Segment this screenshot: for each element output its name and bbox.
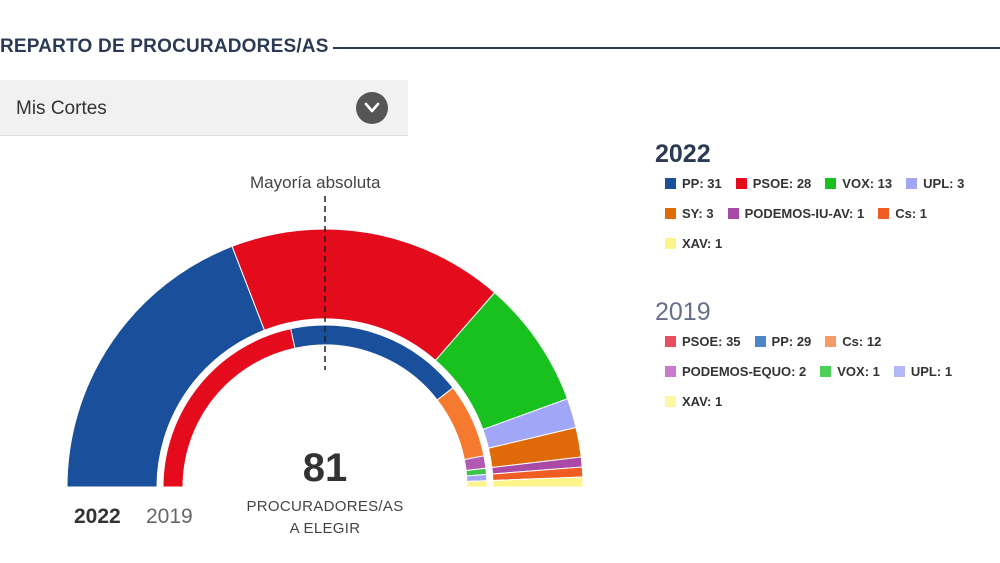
legend-item: Cs: 1 [878, 206, 927, 221]
legend-row: XAV: 1 [665, 394, 722, 409]
seat-segment-2019-xav [466, 480, 488, 488]
legend-label: PODEMOS-EQUO: 2 [682, 364, 807, 379]
majority-label: Mayoría absoluta [250, 173, 381, 192]
total-seats: 81 [302, 446, 348, 490]
legend-label: UPL: 1 [910, 364, 953, 379]
seat-segment-2022-pp [66, 245, 266, 488]
legend-item: UPL: 1 [893, 364, 953, 379]
tab-2022[interactable]: 2022 [74, 505, 121, 528]
legend-label: PSOE: 28 [752, 176, 812, 191]
ring-2022 [66, 228, 584, 488]
legend-row: PODEMOS-EQUO: 2 VOX: 1 UPL: 1 [665, 364, 952, 379]
title-divider [333, 47, 1000, 49]
legend-label: SY: 3 [682, 206, 714, 221]
legend-swatch [665, 366, 676, 377]
legend-year-2019: 2019 [655, 298, 711, 326]
total-label-line1: PROCURADORES/AS [246, 498, 404, 515]
legend-item: PODEMOS-IU-AV: 1 [727, 206, 865, 221]
chamber-selector[interactable]: Mis Cortes [0, 80, 408, 136]
total-seats-label: PROCURADORES/AS A ELEGIR [230, 496, 420, 540]
legend-swatch [665, 208, 676, 219]
legend-label: VOX: 13 [842, 176, 893, 191]
legend-item: PP: 31 [665, 176, 722, 191]
legend-item: VOX: 1 [820, 364, 880, 379]
legend-label: PP: 31 [682, 176, 722, 191]
legend-item: PP: 29 [754, 334, 812, 349]
legend-label: XAV: 1 [682, 394, 723, 409]
legend-item: UPL: 3 [906, 176, 964, 191]
legend-item: PODEMOS-EQUO: 2 [665, 364, 806, 379]
legend-swatch [665, 336, 676, 347]
legend-swatch [878, 208, 890, 219]
total-label-line2: A ELEGIR [289, 520, 361, 537]
section-title: REPARTO DE PROCURADORES/AS [0, 36, 329, 57]
legend-label: PODEMOS-IU-AV: 1 [744, 206, 865, 221]
legend-swatch [665, 238, 676, 249]
legend-item: SY: 3 [665, 206, 714, 221]
legend-row: SY: 3 PODEMOS-IU-AV: 1 Cs: 1 [665, 206, 927, 221]
legend-swatch [906, 178, 918, 189]
legend-label: VOX: 1 [837, 364, 880, 379]
legend-item: Cs: 12 [825, 334, 881, 349]
legend-swatch [820, 366, 832, 377]
legend-row: PP: 31 PSOE: 28 VOX: 13 UPL: 3 [665, 176, 964, 191]
legend-label: Cs: 1 [895, 206, 928, 221]
legend-swatch [893, 366, 905, 377]
legend-row: PSOE: 35 PP: 29 Cs: 12 [665, 334, 881, 349]
legend-label: PSOE: 35 [682, 334, 741, 349]
legend-swatch [825, 178, 837, 189]
legend-swatch [754, 336, 766, 347]
legend-label: Cs: 12 [842, 334, 882, 349]
legend-swatch [665, 178, 676, 189]
tab-2019[interactable]: 2019 [146, 505, 193, 528]
hemicycle-chart [66, 196, 584, 488]
legend-item: XAV: 1 [665, 394, 722, 409]
legend-item: PSOE: 35 [665, 334, 741, 349]
chamber-selector-value: Mis Cortes [16, 98, 107, 119]
legend-label: UPL: 3 [923, 176, 965, 191]
legend-swatch [665, 396, 676, 407]
chevron-down-icon[interactable] [356, 92, 388, 124]
legend-swatch [727, 208, 739, 219]
legend-swatch [735, 178, 747, 189]
legend-item: VOX: 13 [825, 176, 892, 191]
legend-year-2022: 2022 [655, 140, 711, 168]
ring-2019 [162, 324, 488, 488]
legend-swatch [825, 336, 837, 347]
legend-item: XAV: 1 [665, 236, 722, 251]
legend-row: XAV: 1 [665, 236, 722, 251]
seat-segment-2022-xav [492, 476, 584, 488]
legend-item: PSOE: 28 [735, 176, 812, 191]
legend-label: XAV: 1 [682, 236, 723, 251]
legend-label: PP: 29 [771, 334, 812, 349]
